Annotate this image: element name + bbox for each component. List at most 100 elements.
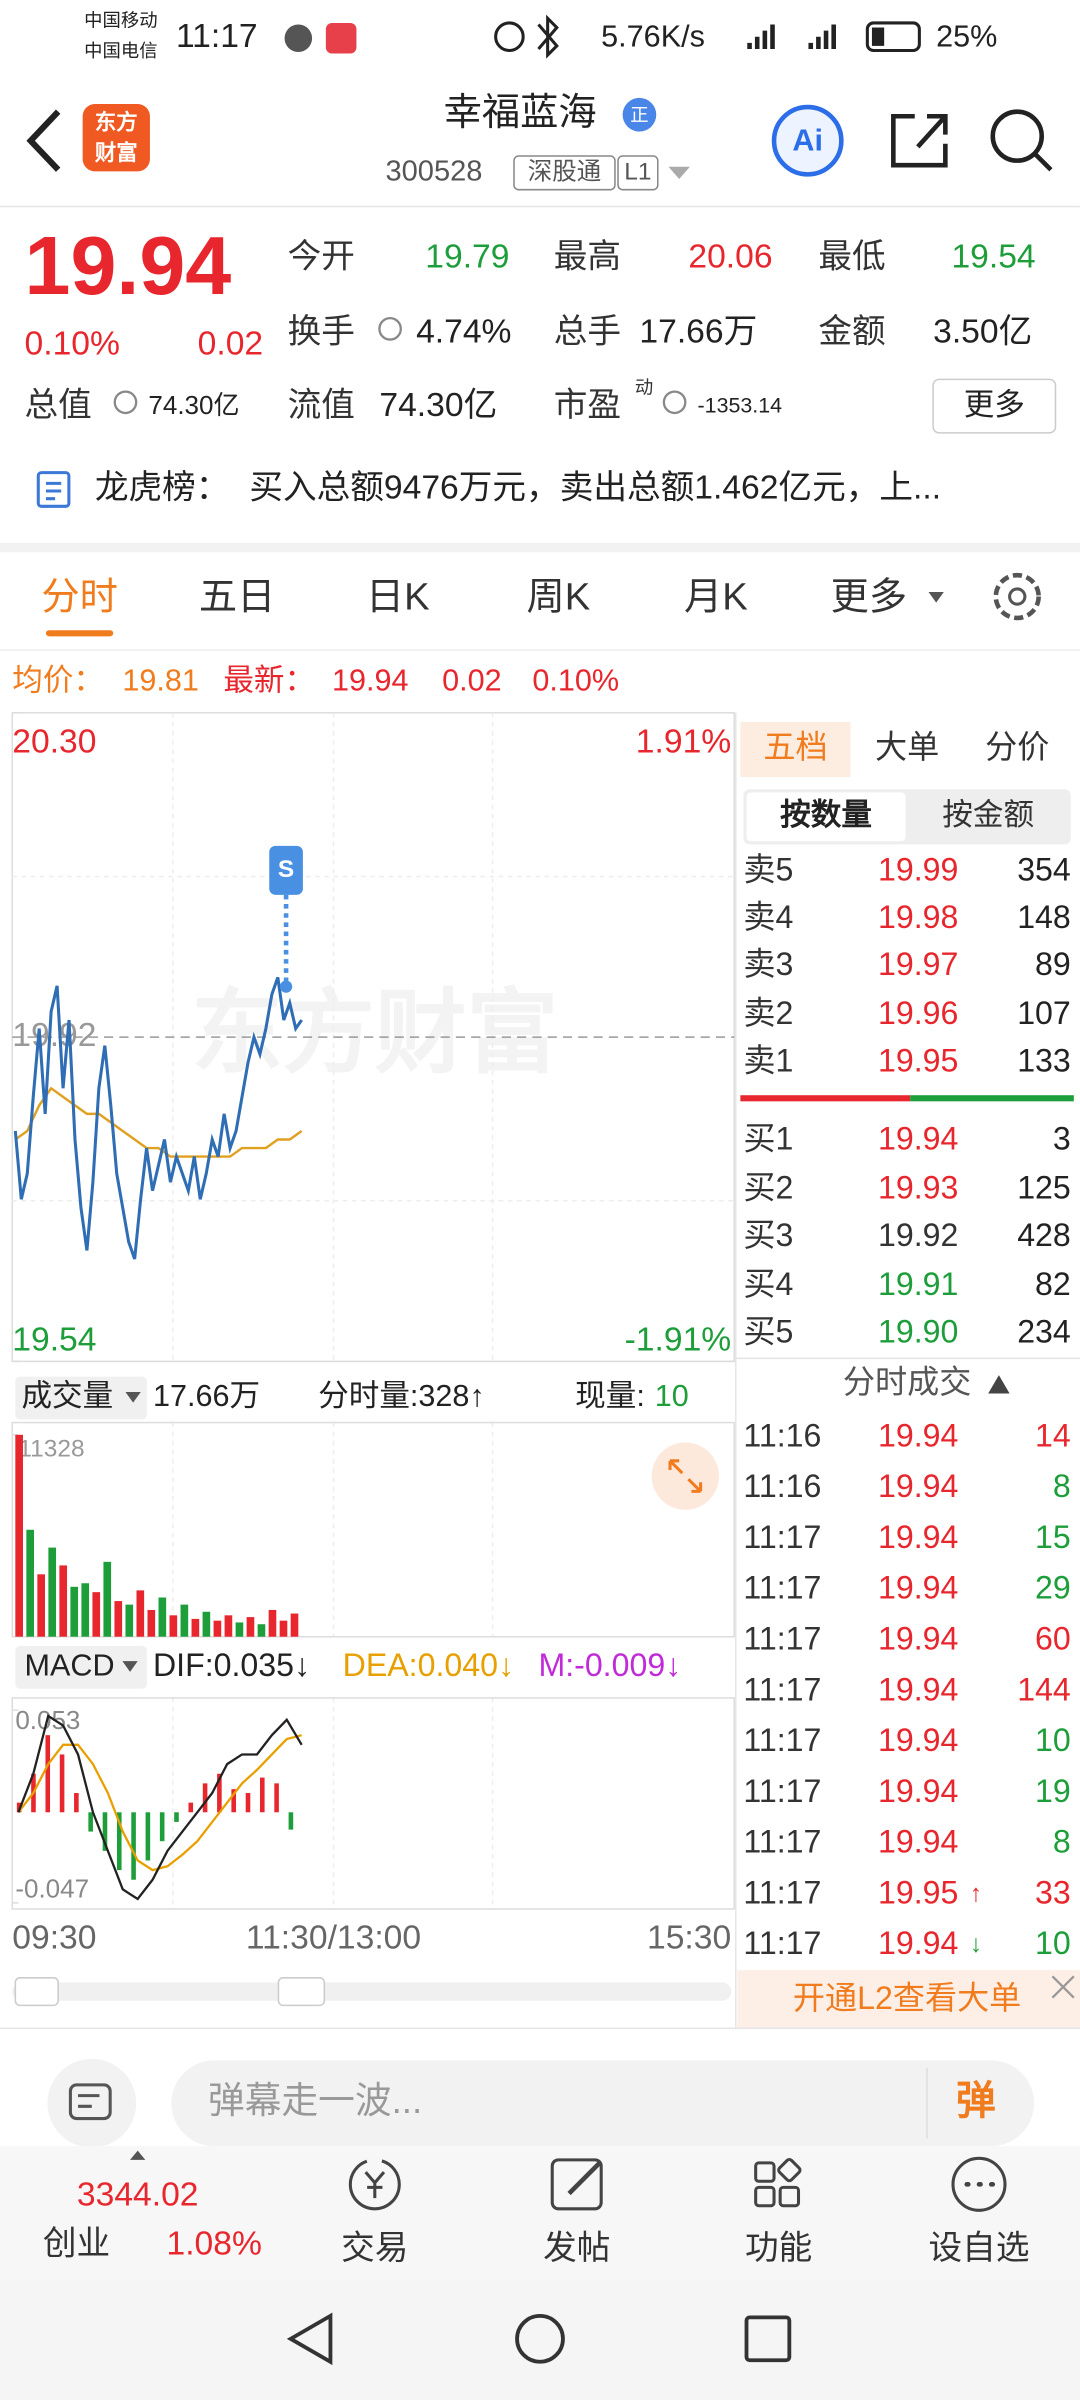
- book-label: 卖1: [743, 1043, 793, 1079]
- ratio-bar-sell: [740, 1095, 911, 1102]
- trade-time: 11:17: [743, 1620, 821, 1656]
- logo: [82, 104, 150, 172]
- index-name[interactable]: 创业: [43, 2224, 110, 2262]
- trades-title[interactable]: 分时成交: [843, 1364, 971, 1400]
- trade-volume: 33: [1035, 1874, 1071, 1910]
- func-icon: [754, 2161, 776, 2183]
- sub-tab[interactable]: 按数量: [780, 798, 872, 832]
- comment-input[interactable]: [171, 2060, 1035, 2147]
- nav-item[interactable]: 功能: [745, 2229, 812, 2267]
- ai-button[interactable]: [771, 104, 844, 177]
- nav-item[interactable]: 交易: [341, 2229, 408, 2267]
- book-volume: 82: [1035, 1266, 1071, 1302]
- sub-tab[interactable]: 按金额: [942, 798, 1034, 832]
- tab[interactable]: 分时: [41, 576, 117, 619]
- indicator-dropdown: [122, 1661, 138, 1672]
- trade-volume: 144: [1017, 1671, 1071, 1707]
- volume-bar: [235, 1622, 244, 1637]
- summary-value: 19.81: [122, 663, 199, 697]
- expand-button[interactable]: [651, 1442, 719, 1510]
- trade-time: 11:16: [743, 1468, 821, 1504]
- comment-placeholder[interactable]: 弹幕走一波...: [208, 2080, 422, 2121]
- field-label: 今开: [288, 237, 355, 275]
- volume-bar: [169, 1615, 178, 1637]
- dragon-text[interactable]: 买入总额9476万元，卖出总额1.462亿元，上...: [249, 468, 941, 506]
- dropdown-icon[interactable]: [668, 166, 690, 179]
- field-label: 总值: [25, 386, 92, 424]
- signal-flag[interactable]: [269, 845, 303, 895]
- badge-text: 正: [630, 104, 648, 125]
- sort-icon: [988, 1375, 1010, 1394]
- settings-button[interactable]: [993, 572, 1041, 621]
- logo-text: 东方: [95, 110, 138, 135]
- signal-text[interactable]: S: [278, 856, 294, 883]
- dragon-label[interactable]: 龙虎榜：: [95, 468, 230, 506]
- search-button[interactable]: [990, 109, 1045, 163]
- nav-home[interactable]: [515, 2313, 565, 2364]
- back-button[interactable]: [26, 109, 61, 172]
- tab-dropdown: [928, 591, 944, 603]
- l2-banner[interactable]: [737, 1970, 1080, 2029]
- l2-banner-text[interactable]: 开通L2查看大单: [793, 1980, 1021, 2016]
- trade-time: 11:17: [743, 1773, 821, 1809]
- book-label: 买2: [743, 1170, 793, 1206]
- battery: 25%: [936, 19, 997, 53]
- book-price: 19.92: [878, 1217, 958, 1253]
- info-icon[interactable]: [113, 390, 138, 415]
- trade-price: 19.94: [878, 1417, 958, 1453]
- macd-dif: DIF:0.035↓: [153, 1647, 310, 1683]
- barrage-settings[interactable]: [47, 2058, 137, 2148]
- volume-bar: [70, 1586, 79, 1637]
- tab[interactable]: 月K: [684, 576, 748, 619]
- barrage-icon-lines: [78, 2094, 100, 2108]
- volume-bar: [147, 1609, 156, 1637]
- indicator-name[interactable]: MACD: [25, 1648, 115, 1682]
- book-tab[interactable]: 五档: [763, 729, 827, 765]
- clock: 11:17: [176, 18, 258, 55]
- field-value: 4.74%: [416, 313, 511, 350]
- tab[interactable]: 日K: [366, 576, 430, 619]
- book-price: 19.96: [878, 995, 958, 1031]
- nav-item[interactable]: 发帖: [543, 2229, 610, 2267]
- scroll-handle[interactable]: [277, 1977, 326, 2007]
- tab[interactable]: 五日: [199, 576, 275, 619]
- book-price: 19.98: [878, 899, 958, 935]
- summary-label: 最新：: [223, 663, 315, 697]
- book-tab[interactable]: 大单: [875, 729, 939, 765]
- indicator-name[interactable]: 成交量: [21, 1379, 113, 1413]
- volume-bar: [103, 1561, 112, 1637]
- carrier: 中国移动: [84, 9, 157, 30]
- volume-bar: [125, 1604, 134, 1637]
- book-label: 卖3: [743, 946, 793, 982]
- watch-icon: [951, 2156, 1007, 2212]
- volume-bar: [114, 1601, 123, 1637]
- indicator-select[interactable]: [15, 1645, 147, 1689]
- book-label: 买5: [743, 1313, 793, 1349]
- more-button-text[interactable]: 更多: [964, 388, 1025, 422]
- book-price: 19.91: [878, 1266, 958, 1302]
- index-change[interactable]: 1.08%: [166, 2225, 261, 2262]
- barrage-button[interactable]: 弹: [956, 2079, 996, 2123]
- index-value[interactable]: 3344.02: [77, 2176, 199, 2213]
- trade-price: 19.94: [878, 1824, 958, 1860]
- trade-arrow: ↑: [970, 1880, 982, 1907]
- info-icon[interactable]: [378, 317, 402, 341]
- info-icon[interactable]: [662, 390, 687, 415]
- share-button[interactable]: [891, 113, 948, 168]
- book-tab[interactable]: 分价: [985, 729, 1049, 765]
- nav-back[interactable]: [286, 2312, 333, 2366]
- tab[interactable]: 周K: [526, 576, 590, 619]
- ai-text[interactable]: Ai: [792, 123, 823, 157]
- more-button[interactable]: [932, 378, 1057, 434]
- scroll-handle[interactable]: [14, 1977, 59, 2007]
- book-label: 买4: [743, 1266, 793, 1302]
- alarm-icon: [494, 21, 525, 53]
- close-button[interactable]: [1051, 1975, 1075, 1999]
- tab[interactable]: 更多: [831, 576, 907, 619]
- indicator-select[interactable]: [15, 1376, 147, 1420]
- macd-bar: [45, 1735, 51, 1813]
- bottom-nav: [0, 2146, 1080, 2280]
- volume-bar: [81, 1583, 90, 1637]
- nav-recent[interactable]: [744, 2315, 792, 2363]
- nav-item[interactable]: 设自选: [929, 2229, 1030, 2267]
